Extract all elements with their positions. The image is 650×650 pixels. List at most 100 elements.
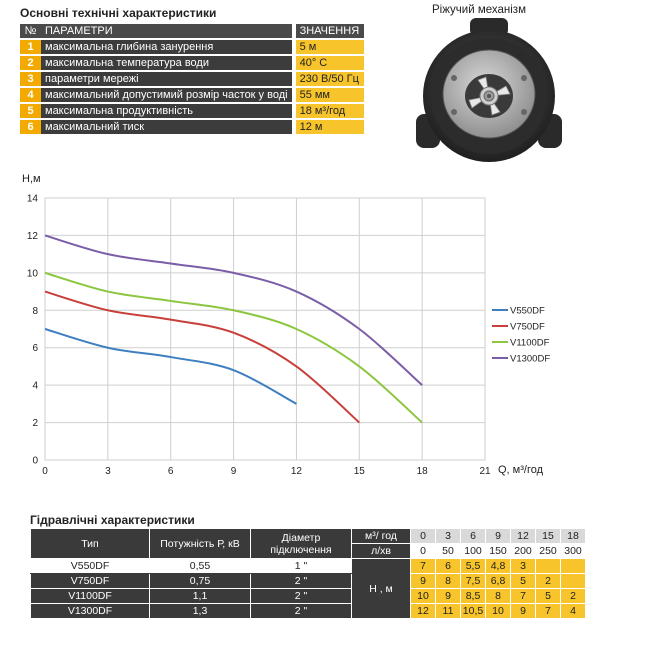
head-cell: 8: [485, 588, 511, 604]
specs-row-param: максимальний допустимий розмір часток у …: [41, 88, 292, 102]
head-cell: 2: [535, 573, 561, 589]
row-diameter: 2 ": [250, 603, 352, 619]
specs-row-num: 3: [20, 72, 41, 86]
x-tick-label: 21: [479, 466, 491, 477]
specs-row: 6 максимальний тиск 12 м: [20, 120, 364, 134]
row-power: 1,3: [149, 603, 251, 619]
row-type: V550DF: [30, 558, 150, 574]
legend-label: V1100DF: [510, 338, 550, 349]
header-unit-m3h: м³/ год: [351, 528, 411, 544]
specs-row: 2 максимальна температура води 40° С: [20, 56, 364, 70]
chart-ylabel: H,м: [22, 173, 41, 185]
x-tick-label: 0: [42, 466, 48, 477]
row-diameter: 2 ": [250, 573, 352, 589]
row-power: 0,55: [149, 558, 251, 574]
legend-label: V550DF: [510, 306, 545, 317]
head-cell: 5,5: [460, 558, 486, 574]
q-m3h-cell: 9: [485, 528, 511, 544]
head-cell: 8: [435, 573, 461, 589]
y-tick-label: 4: [32, 381, 38, 392]
head-cell: 12: [410, 603, 436, 619]
x-tick-label: 3: [105, 466, 111, 477]
specs-row-param: максимальна температура води: [41, 56, 292, 70]
y-tick-label: 2: [32, 418, 38, 429]
hydraulic-header-row-1: Тип Потужність Р, кВ Діаметр підключення…: [30, 528, 586, 559]
hydraulic-row: V1300DF 1,3 2 " 12 11 10,5 10 9 7 4: [30, 603, 586, 619]
q-lmin-cell: 50: [435, 543, 461, 559]
head-cell: 9: [510, 603, 536, 619]
hydraulic-row: V550DF 0,55 1 " Н , м 7 6 5,5 4,8 3: [30, 558, 586, 619]
specs-title: Основні технічні характеристики: [20, 6, 217, 20]
head-cell: 7,5: [460, 573, 486, 589]
specs-row: 1 максимальна глибина занурення 5 м: [20, 40, 364, 54]
header-unit-lmin: л/хв: [351, 543, 411, 559]
y-tick-label: 14: [27, 194, 39, 205]
head-cell: [535, 558, 561, 574]
head-cell: [560, 573, 586, 589]
legend-label: V1300DF: [510, 354, 550, 365]
header-power: Потужність Р, кВ: [149, 528, 251, 559]
specs-header-value: ЗНАЧЕННЯ: [291, 24, 364, 38]
row-diameter: 1 ": [250, 558, 352, 574]
hydraulic-row: V1100DF 1,1 2 " 10 9 8,5 8 7 5 2: [30, 588, 586, 604]
header-type: Тип: [30, 528, 150, 559]
head-cell: 7: [410, 558, 436, 574]
specs-row: 5 максимальна продуктивність 18 м³/год: [20, 104, 364, 118]
hydraulic-title: Гідравлічні характеристики: [30, 513, 195, 527]
specs-row-value: 5 м: [291, 40, 364, 54]
specs-row-value: 55 мм: [291, 88, 364, 102]
q-m3h-cell: 12: [510, 528, 536, 544]
head-cell: 4: [560, 603, 586, 619]
chart-xlabel: Q, м³/год: [498, 464, 544, 476]
x-tick-label: 18: [417, 466, 429, 477]
head-cell: 5: [510, 573, 536, 589]
q-lmin-cell: 0: [410, 543, 436, 559]
y-tick-label: 10: [27, 268, 39, 279]
q-lmin-cell: 100: [460, 543, 486, 559]
q-lmin-cell: 150: [485, 543, 511, 559]
specs-row-value: 18 м³/год: [291, 104, 364, 118]
q-m3h-cell: 3: [435, 528, 461, 544]
q-m3h-cell: 15: [535, 528, 561, 544]
specs-row-param: максимальна глибина занурення: [41, 40, 292, 54]
specs-row: 4 максимальний допустимий розмір часток …: [20, 88, 364, 102]
x-tick-label: 9: [231, 466, 237, 477]
y-tick-label: 0: [32, 456, 38, 467]
specs-row-value: 230 В/50 Гц: [291, 72, 364, 86]
row-diameter: 2 ": [250, 588, 352, 604]
specs-row-num: 6: [20, 120, 41, 134]
head-cell: 11: [435, 603, 461, 619]
specs-row: 3 параметри мережі 230 В/50 Гц: [20, 72, 364, 86]
specs-row-num: 1: [20, 40, 41, 54]
y-tick-label: 8: [32, 306, 38, 317]
head-cell: 7: [510, 588, 536, 604]
head-cell: 10: [485, 603, 511, 619]
x-tick-label: 15: [354, 466, 366, 477]
head-cell: 9: [435, 588, 461, 604]
specs-table: № ПАРАМЕТРИ ЗНАЧЕННЯ 1 максимальна глиби…: [20, 22, 364, 136]
specs-row-param: параметри мережі: [41, 72, 292, 86]
specs-row-num: 2: [20, 56, 41, 70]
head-cell: 6: [435, 558, 461, 574]
specs-row-num: 4: [20, 88, 41, 102]
head-cell: 4,8: [485, 558, 511, 574]
cutter-caption: Ріжучий механізм: [432, 4, 526, 16]
q-lmin-cell: 300: [560, 543, 586, 559]
q-lmin-cell: 250: [535, 543, 561, 559]
row-type: V750DF: [30, 573, 150, 589]
legend-label: V750DF: [510, 322, 545, 333]
hydraulic-header-row-2: л/хв 0 50 100 150 200 250 300: [31, 543, 586, 559]
q-lmin-cell: 200: [510, 543, 536, 559]
head-cell: 2: [560, 588, 586, 604]
cutter-mechanism-image: [416, 18, 562, 162]
header-head: Н , м: [351, 558, 411, 619]
specs-row-value: 12 м: [291, 120, 364, 134]
row-power: 1,1: [149, 588, 251, 604]
head-cell: [560, 558, 586, 574]
row-type: V1300DF: [30, 603, 150, 619]
header-diameter: Діаметр підключення: [250, 528, 352, 559]
x-tick-label: 12: [291, 466, 303, 477]
q-m3h-cell: 0: [410, 528, 436, 544]
hydraulic-table: Тип Потужність Р, кВ Діаметр підключення…: [30, 528, 586, 619]
specs-row-num: 5: [20, 104, 41, 118]
